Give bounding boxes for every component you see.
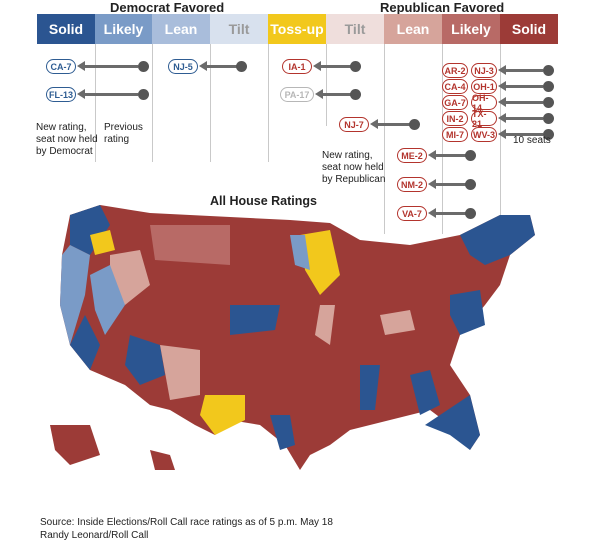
race-badge-nj3: NJ-3: [471, 63, 497, 78]
note-ten-seats: 10 seats: [513, 135, 551, 146]
race-badge-mi7: MI-7: [442, 127, 468, 142]
race-badge-ia1: IA-1: [282, 59, 312, 74]
rating-category-4: Toss-up: [268, 14, 326, 44]
previous-rating-dot: [543, 113, 554, 124]
rating-change-arrow: [77, 89, 138, 99]
race-badge-va7: VA-7: [397, 206, 427, 221]
rating-category-1: Likely: [95, 14, 152, 44]
previous-rating-dot: [543, 65, 554, 76]
rating-change-arrow: [428, 150, 467, 160]
rating-change-arrow: [315, 89, 354, 99]
race-badge-oh14: OH-14: [471, 93, 497, 113]
rating-change-arrow: [498, 81, 543, 91]
previous-rating-dot: [138, 89, 149, 100]
rating-change-arrow: [498, 129, 543, 139]
rating-change-arrow: [428, 179, 467, 189]
us-outline: [60, 205, 535, 470]
guide-line: [210, 44, 211, 162]
race-badge-fl13: FL-13: [46, 87, 76, 102]
race-badge-nm2: NM-2: [397, 177, 427, 192]
guide-line: [152, 44, 153, 162]
source-line-2: Randy Leonard/Roll Call: [40, 530, 149, 541]
source-line-1: Source: Inside Elections/Roll Call race …: [40, 517, 333, 528]
race-badge-tx21: TX-21: [471, 109, 497, 129]
race-badge-ca4: CA-4: [442, 79, 468, 94]
previous-rating-dot: [350, 89, 361, 100]
rating-change-arrow: [370, 119, 411, 129]
democrat-favored-heading: Democrat Favored: [110, 0, 225, 15]
rating-change-arrow: [498, 97, 543, 107]
rating-category-7: Likely: [442, 14, 500, 44]
rating-change-arrow: [313, 61, 352, 71]
previous-rating-dot: [465, 150, 476, 161]
note-previous-rating: Previous rating: [104, 122, 143, 145]
race-badge-oh1: OH-1: [471, 79, 497, 94]
rating-category-3: Tilt: [210, 14, 268, 44]
race-badge-ga7: GA-7: [442, 95, 468, 110]
district-fills: [50, 205, 535, 470]
rating-change-arrow: [498, 65, 543, 75]
race-badge-nj7: NJ-7: [339, 117, 369, 132]
guide-line: [95, 44, 96, 162]
race-badge-ca7: CA-7: [46, 59, 76, 74]
previous-rating-dot: [465, 179, 476, 190]
rating-category-5: Tilt: [326, 14, 384, 44]
note-dem-new-rating: New rating, seat now held by Democrat: [36, 122, 98, 157]
previous-rating-dot: [543, 129, 554, 140]
rating-change-arrow: [498, 113, 543, 123]
rating-change-arrow: [428, 208, 467, 218]
guide-line: [268, 44, 269, 162]
map-title: All House Ratings: [210, 194, 317, 208]
race-badge-in2: IN-2: [442, 111, 468, 126]
race-badge-nj5: NJ-5: [168, 59, 198, 74]
race-badge-me2: ME-2: [397, 148, 427, 163]
race-badge-ar2: AR-2: [442, 63, 468, 78]
us-house-ratings-map: [50, 205, 535, 470]
previous-rating-dot: [350, 61, 361, 72]
race-badge-pa17: PA-17: [280, 87, 314, 102]
rating-category-0: Solid: [37, 14, 95, 44]
rating-change-arrow: [77, 61, 138, 71]
guide-line: [384, 44, 385, 234]
previous-rating-dot: [543, 81, 554, 92]
note-rep-new-rating: New rating, seat now held by Republican: [322, 150, 386, 185]
republican-favored-heading: Republican Favored: [380, 0, 505, 15]
rating-category-8: Solid: [500, 14, 558, 44]
rating-change-arrow: [199, 61, 238, 71]
guide-line: [326, 44, 327, 126]
previous-rating-dot: [138, 61, 149, 72]
rating-category-2: Lean: [152, 14, 210, 44]
previous-rating-dot: [465, 208, 476, 219]
race-badge-wv3: WV-3: [471, 127, 497, 142]
rating-category-6: Lean: [384, 14, 442, 44]
previous-rating-dot: [236, 61, 247, 72]
previous-rating-dot: [409, 119, 420, 130]
guide-line: [500, 44, 501, 234]
previous-rating-dot: [543, 97, 554, 108]
